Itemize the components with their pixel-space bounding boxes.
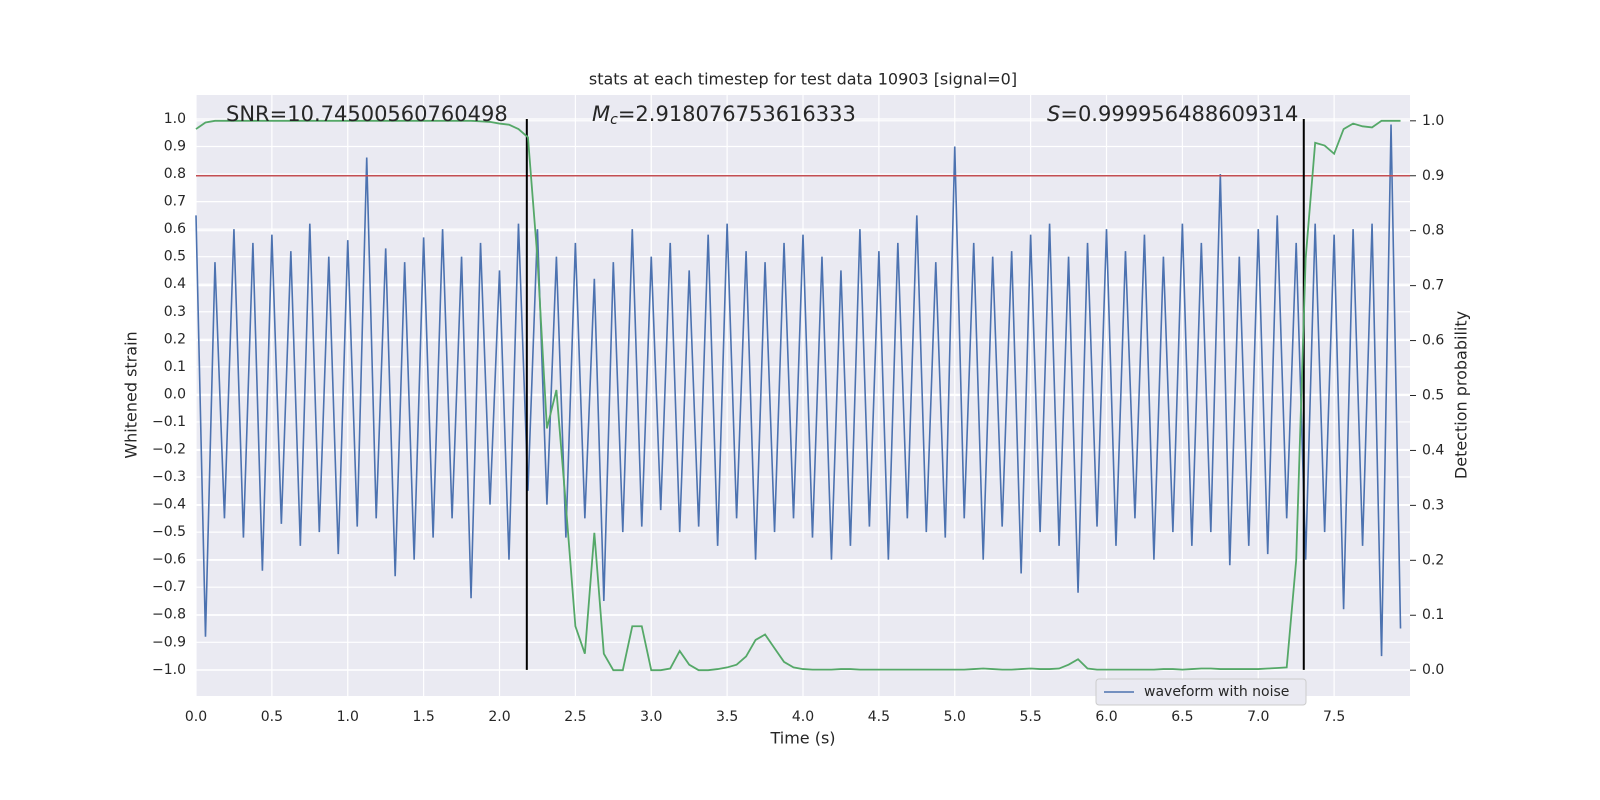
x-axis-label: Time (s) — [769, 729, 835, 748]
y-tick-label: −0.2 — [152, 441, 186, 457]
x-tick-label: 5.0 — [944, 709, 966, 725]
y2-tick-label: 0.6 — [1422, 333, 1444, 349]
legend: waveform with noise — [1095, 678, 1307, 706]
y-tick-label: 0.1 — [164, 359, 186, 375]
x-tick-label: 6.0 — [1095, 709, 1117, 725]
y2-axis-label: Detection probability — [1452, 311, 1471, 479]
y-tick-label: −0.4 — [152, 497, 186, 513]
y2-tick-label: 0.5 — [1422, 388, 1444, 404]
annotation-subscript: c — [610, 112, 618, 128]
x-tick-label: 7.5 — [1323, 709, 1345, 725]
y-tick-label: −0.5 — [152, 524, 186, 540]
y2-tick-label: 0.7 — [1422, 278, 1444, 294]
x-tick-label: 0.5 — [261, 709, 283, 725]
x-tick-label: 6.5 — [1171, 709, 1193, 725]
probability-line — [195, 119, 1401, 672]
y-tick-label: −1.0 — [152, 662, 186, 678]
y-tick-label: 0.6 — [164, 221, 186, 237]
y-tick-label: 0.7 — [164, 194, 186, 210]
y-tick-label: 0.0 — [164, 386, 186, 402]
y-tick-label: −0.8 — [152, 607, 186, 623]
y-tick-label: −0.3 — [152, 469, 186, 485]
annotation: SNR=10.74500560760498 — [226, 102, 508, 126]
x-tick-label: 1.5 — [412, 709, 434, 725]
legend-label: waveform with noise — [1144, 684, 1289, 700]
annotation: Mc=2.918076753616333 — [592, 102, 856, 128]
y-tick-label: −0.9 — [152, 634, 186, 650]
x-tick-label: 4.5 — [868, 709, 890, 725]
y-tick-label: 0.3 — [164, 304, 186, 320]
chart-title: stats at each timestep for test data 109… — [589, 70, 1017, 89]
y-tick-label: −0.1 — [152, 414, 186, 430]
x-tick-label: 2.0 — [488, 709, 510, 725]
x-tick-label: 5.5 — [1019, 709, 1041, 725]
x-tick-label: 3.0 — [640, 709, 662, 725]
annotation: S=0.999956488609314 — [1047, 102, 1298, 126]
x-tick-label: 7.0 — [1247, 709, 1269, 725]
y2-tick-label: 1.0 — [1422, 113, 1444, 129]
y-tick-label: 0.8 — [164, 166, 186, 182]
x-tick-label: 0.0 — [185, 709, 207, 725]
waveform-line — [195, 124, 1402, 657]
x-tick-label: 1.0 — [337, 709, 359, 725]
y2-tick-label: 0.2 — [1422, 552, 1444, 568]
x-tick-label: 4.0 — [792, 709, 814, 725]
annotation-symbol: M — [592, 102, 610, 126]
annotation-value: =2.918076753616333 — [618, 102, 856, 126]
x-tick-label: 3.5 — [716, 709, 738, 725]
y-tick-label: 1.0 — [164, 111, 186, 127]
y2-tick-label: 0.0 — [1422, 662, 1444, 678]
grid — [195, 95, 1410, 696]
y2-tick-label: 0.9 — [1422, 168, 1444, 184]
annotation-symbol: S — [1047, 102, 1060, 126]
y-tick-label: 0.4 — [164, 276, 186, 292]
x-tick-label: 2.5 — [564, 709, 586, 725]
y2-tick-label: 0.1 — [1422, 607, 1444, 623]
y2-tick-label: 0.4 — [1422, 442, 1444, 458]
marks — [195, 118, 1410, 672]
y-tick-label: 0.2 — [164, 331, 186, 347]
y-tick-label: 0.9 — [164, 139, 186, 155]
y-tick-label: 0.5 — [164, 249, 186, 265]
y-tick-label: −0.6 — [152, 552, 186, 568]
y-tick-label: −0.7 — [152, 579, 186, 595]
annotation-value: =0.999956488609314 — [1060, 102, 1298, 126]
y-axis-label: Whitened strain — [122, 331, 141, 458]
legend-box — [1095, 678, 1307, 706]
y2-tick-label: 0.3 — [1422, 497, 1444, 513]
y2-tick-label: 0.8 — [1422, 223, 1444, 239]
